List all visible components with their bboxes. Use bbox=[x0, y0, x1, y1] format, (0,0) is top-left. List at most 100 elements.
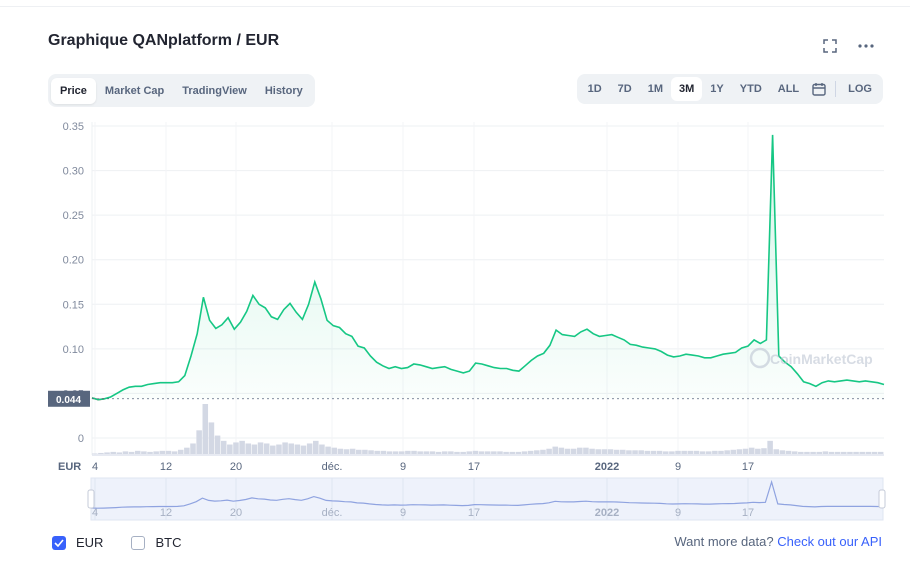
navigator-tick-label: 4 bbox=[92, 507, 98, 519]
volume-bar bbox=[288, 443, 295, 454]
volume-bar bbox=[313, 440, 319, 454]
range-ytd[interactable]: YTD bbox=[739, 83, 762, 95]
volume-bar bbox=[804, 451, 810, 454]
volume-bar bbox=[184, 447, 190, 454]
volume-bar bbox=[497, 451, 503, 454]
volume-bar bbox=[282, 442, 288, 454]
eur-checkbox[interactable] bbox=[52, 535, 66, 550]
volume-bar bbox=[356, 449, 362, 454]
range-3m[interactable]: 3M bbox=[671, 77, 703, 101]
grid-lines bbox=[91, 122, 884, 455]
watermark-text: CoinMarketCap bbox=[770, 351, 873, 367]
volume-bar bbox=[270, 445, 276, 454]
volume-bar bbox=[755, 448, 761, 454]
chart-tabs: Price Market Cap TradingView History bbox=[48, 74, 315, 107]
volume-bar bbox=[761, 448, 767, 454]
volume-bar bbox=[773, 449, 780, 454]
volume-bar bbox=[177, 449, 184, 454]
expand-icon[interactable] bbox=[820, 36, 840, 56]
volume-bar bbox=[650, 450, 657, 454]
range-1y[interactable]: 1Y bbox=[710, 83, 724, 95]
range-1d[interactable]: 1D bbox=[587, 83, 602, 95]
log-toggle[interactable]: LOG bbox=[848, 83, 872, 95]
navigator-labels: 4 12 20 déc. 9 17 2022 9 17 bbox=[92, 507, 754, 519]
navigator-tick-label: déc. bbox=[322, 507, 343, 519]
check-icon bbox=[54, 538, 64, 547]
current-price-badge: 0.044 bbox=[48, 390, 90, 407]
expand-icon-glyph bbox=[823, 39, 837, 53]
volume-bar bbox=[435, 451, 442, 454]
volume-bar bbox=[300, 445, 307, 454]
volume-bar bbox=[478, 451, 485, 454]
volume-bar bbox=[337, 448, 344, 454]
volume-bar bbox=[546, 448, 552, 454]
volume-bar bbox=[570, 448, 577, 454]
volume-bar bbox=[429, 451, 436, 454]
volume-bar bbox=[791, 451, 798, 454]
volume-bar bbox=[343, 449, 350, 454]
volume-bar bbox=[853, 451, 859, 454]
navigator-tick-label: 20 bbox=[230, 507, 242, 519]
volume-bar bbox=[583, 447, 589, 454]
volume-bar bbox=[521, 451, 528, 454]
volume-bar bbox=[705, 451, 712, 454]
tab-market-cap[interactable]: Market Cap bbox=[104, 84, 165, 97]
volume-bar bbox=[417, 451, 423, 454]
navigator-panel[interactable] bbox=[90, 477, 884, 521]
x-tick-label: 2022 bbox=[595, 461, 619, 473]
navigator-handle-right[interactable] bbox=[878, 489, 886, 509]
volume-bar bbox=[491, 451, 497, 454]
volume-bar bbox=[245, 443, 252, 454]
volume-bar bbox=[257, 442, 264, 454]
navigator-handle-left[interactable] bbox=[87, 489, 95, 509]
legend: EUR BTC bbox=[52, 535, 181, 550]
volume-bar bbox=[564, 448, 571, 454]
volume-bar bbox=[454, 451, 460, 454]
volume-bar bbox=[227, 444, 233, 454]
range-1m[interactable]: 1M bbox=[647, 83, 664, 95]
price-line bbox=[91, 134, 885, 401]
calendar-glyph bbox=[812, 83, 826, 96]
api-link[interactable]: Check out our API bbox=[777, 534, 882, 549]
volume-bar bbox=[374, 450, 380, 454]
volume-bar bbox=[448, 451, 454, 454]
navigator-tick-label: 17 bbox=[468, 507, 480, 519]
range-all[interactable]: ALL bbox=[777, 83, 800, 95]
tab-history[interactable]: History bbox=[264, 84, 303, 97]
volume-bar bbox=[847, 451, 853, 454]
range-separator bbox=[835, 81, 837, 97]
tab-price[interactable]: Price bbox=[51, 77, 96, 104]
range-7d[interactable]: 7D bbox=[617, 83, 632, 95]
x-tick-label: déc. bbox=[322, 461, 343, 473]
more-dots-icon[interactable] bbox=[856, 36, 876, 56]
volume-bar bbox=[822, 451, 829, 454]
watermark-logo bbox=[749, 347, 771, 369]
volume-bar bbox=[466, 451, 473, 454]
volume-bar bbox=[620, 449, 626, 454]
volume-bar bbox=[122, 451, 129, 454]
btc-checkbox[interactable] bbox=[131, 535, 146, 550]
volume-bar bbox=[742, 448, 749, 454]
calendar-icon[interactable] bbox=[809, 79, 829, 99]
volume-bar bbox=[392, 451, 399, 454]
volume-bar bbox=[141, 451, 147, 454]
api-prompt: Want more data? Check out our API bbox=[674, 534, 882, 549]
volume-bar bbox=[134, 450, 141, 454]
chart-title: Graphique QANplatform / EUR bbox=[48, 32, 280, 49]
volume-bar bbox=[171, 451, 178, 454]
navigator-tick-label: 17 bbox=[742, 507, 754, 519]
volume-bar bbox=[841, 451, 847, 454]
x-tick-label: 9 bbox=[400, 461, 406, 473]
volume-bar bbox=[785, 450, 792, 454]
volume-bar bbox=[196, 430, 202, 454]
volume-bar bbox=[871, 451, 878, 454]
tab-tradingview[interactable]: TradingView bbox=[182, 84, 247, 97]
volume-bar bbox=[638, 450, 644, 454]
volume-bar bbox=[699, 451, 706, 454]
volume-bar bbox=[515, 451, 522, 454]
navigator-line bbox=[90, 479, 884, 509]
volume-bar bbox=[552, 446, 559, 454]
y-tick-label: 0.35 bbox=[63, 121, 84, 133]
volume-bar bbox=[558, 447, 565, 454]
